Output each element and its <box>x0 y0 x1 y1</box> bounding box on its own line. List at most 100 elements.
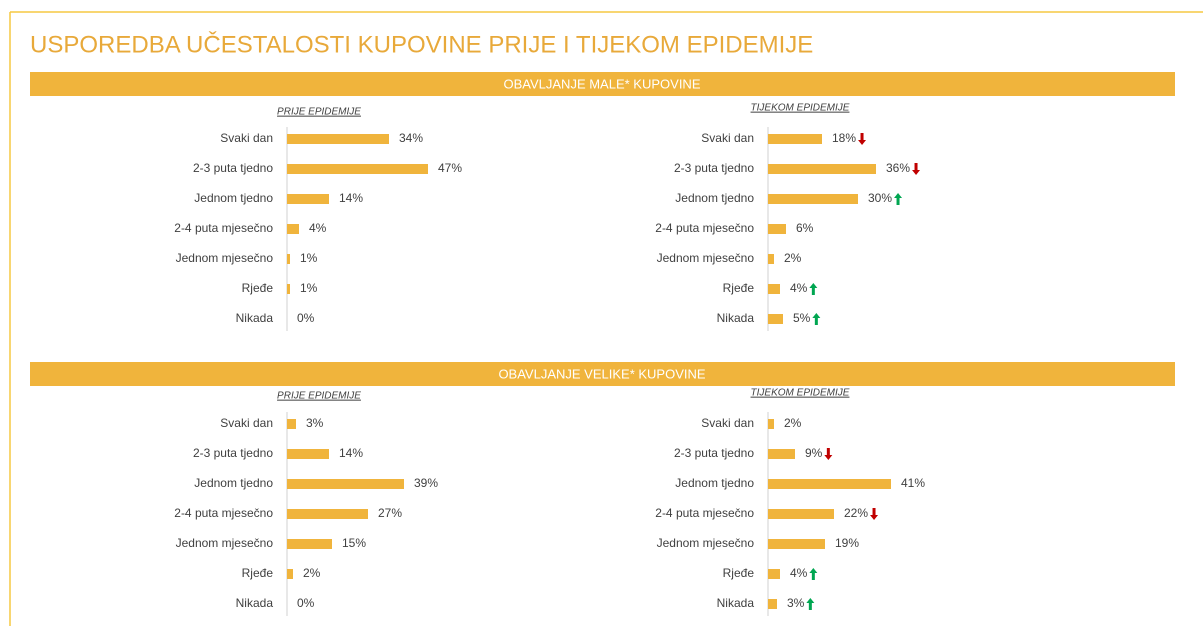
bar <box>287 479 404 489</box>
value-label: 34% <box>399 131 423 145</box>
value-label: 39% <box>414 476 438 490</box>
slide-title: USPOREDBA UČESTALOSTI KUPOVINE PRIJE I T… <box>30 30 813 58</box>
category-label: 2-4 puta mjesečno <box>655 506 754 520</box>
category-label: Jednom tjedno <box>194 476 273 490</box>
bar <box>287 164 428 174</box>
section-banner <box>30 72 1175 96</box>
category-label: Jednom mjesečno <box>176 251 274 265</box>
bar <box>768 164 876 174</box>
category-label: Svaki dan <box>220 416 273 430</box>
category-label: Svaki dan <box>701 131 754 145</box>
bar <box>287 449 329 459</box>
value-label: 4% <box>790 281 808 295</box>
bar <box>287 224 299 234</box>
value-label: 4% <box>790 566 808 580</box>
value-label: 5% <box>793 311 811 325</box>
category-label: Svaki dan <box>220 131 273 145</box>
category-label: Rjeđe <box>723 566 755 580</box>
chart-subtitle: PRIJE EPIDEMIJE <box>277 107 361 118</box>
value-label: 14% <box>339 191 363 205</box>
category-label: Rjeđe <box>242 566 274 580</box>
trend-arrow <box>858 133 867 145</box>
bar <box>768 569 780 579</box>
value-label: 0% <box>297 311 315 325</box>
bar <box>768 539 825 549</box>
category-label: Jednom tjedno <box>194 191 273 205</box>
bar <box>287 419 296 429</box>
value-label: 4% <box>309 221 327 235</box>
value-label: 3% <box>787 596 805 610</box>
value-label: 47% <box>438 161 462 175</box>
bar <box>768 284 780 294</box>
value-label: 19% <box>835 536 859 550</box>
value-label: 41% <box>901 476 925 490</box>
value-label: 9% <box>805 446 823 460</box>
value-label: 2% <box>784 251 802 265</box>
trend-arrow <box>824 448 833 460</box>
bar <box>768 194 858 204</box>
category-label: Nikada <box>236 596 274 610</box>
value-label: 1% <box>300 251 318 265</box>
bar <box>287 284 290 294</box>
chart-subtitle: PRIJE EPIDEMIJE <box>277 391 361 402</box>
category-label: 2-3 puta tjedno <box>674 446 754 460</box>
trend-arrow <box>812 313 821 325</box>
value-label: 14% <box>339 446 363 460</box>
section-title: OBAVLJANJE VELIKE* KUPOVINE <box>498 366 705 381</box>
bar <box>287 539 332 549</box>
trend-arrow <box>806 598 815 610</box>
value-label: 15% <box>342 536 366 550</box>
category-label: 2-4 puta mjesečno <box>174 506 273 520</box>
trend-arrow <box>894 193 903 205</box>
category-label: 2-3 puta tjedno <box>193 446 273 460</box>
bar <box>287 254 290 264</box>
category-label: Nikada <box>236 311 274 325</box>
trend-arrow <box>809 568 818 580</box>
value-label: 22% <box>844 506 868 520</box>
value-label: 2% <box>784 416 802 430</box>
category-label: 2-4 puta mjesečno <box>655 221 754 235</box>
bar <box>768 449 795 459</box>
value-label: 3% <box>306 416 324 430</box>
section-banner <box>30 362 1175 386</box>
bar <box>768 599 777 609</box>
bar <box>287 194 329 204</box>
value-label: 18% <box>832 131 856 145</box>
chart-subtitle: TIJEKOM EPIDEMIJE <box>751 103 850 114</box>
value-label: 36% <box>886 161 910 175</box>
bar <box>287 134 389 144</box>
category-label: Jednom mjesečno <box>657 536 755 550</box>
bar <box>768 254 774 264</box>
bar <box>768 134 822 144</box>
value-label: 30% <box>868 191 892 205</box>
category-label: Rjeđe <box>723 281 755 295</box>
category-label: Rjeđe <box>242 281 274 295</box>
trend-arrow <box>870 508 879 520</box>
category-label: 2-4 puta mjesečno <box>174 221 273 235</box>
bar <box>768 314 783 324</box>
section-title: OBAVLJANJE MALE* KUPOVINE <box>504 76 701 91</box>
value-label: 6% <box>796 221 814 235</box>
bar <box>287 509 368 519</box>
bar <box>768 419 774 429</box>
trend-arrow <box>809 283 818 295</box>
category-label: Nikada <box>717 311 755 325</box>
bar <box>768 509 834 519</box>
value-label: 0% <box>297 596 315 610</box>
bar <box>287 569 293 579</box>
category-label: Jednom mjesečno <box>176 536 274 550</box>
category-label: Nikada <box>717 596 755 610</box>
value-label: 2% <box>303 566 321 580</box>
trend-arrow <box>912 163 921 175</box>
bar <box>768 479 891 489</box>
category-label: 2-3 puta tjedno <box>674 161 754 175</box>
chart-subtitle: TIJEKOM EPIDEMIJE <box>751 388 850 399</box>
category-label: Jednom tjedno <box>675 191 754 205</box>
category-label: Jednom mjesečno <box>657 251 755 265</box>
category-label: 2-3 puta tjedno <box>193 161 273 175</box>
bar <box>768 224 786 234</box>
category-label: Svaki dan <box>701 416 754 430</box>
category-label: Jednom tjedno <box>675 476 754 490</box>
